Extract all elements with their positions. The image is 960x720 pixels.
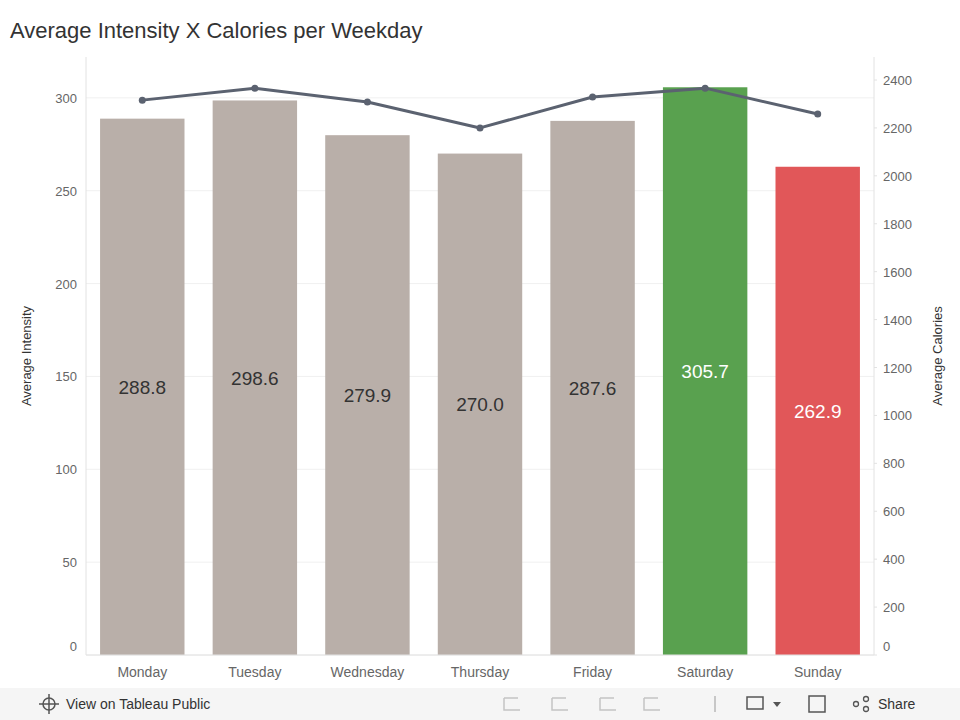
data-labels: 288.8 298.6 279.9 270.0 287.6 305.7 262.9 bbox=[119, 361, 842, 422]
download-button[interactable] bbox=[747, 697, 763, 709]
x-tick-label: Sunday bbox=[794, 664, 841, 680]
line bbox=[142, 88, 817, 128]
line-marker bbox=[477, 124, 484, 131]
y2-tick-label: 1600 bbox=[883, 265, 912, 280]
y2-tick-label: 1400 bbox=[883, 313, 912, 328]
x-tick-label: Saturday bbox=[677, 664, 733, 680]
disabled-button bbox=[600, 698, 616, 710]
icon bbox=[864, 697, 869, 702]
grid-line bbox=[86, 97, 874, 98]
y2-tick-label: 1800 bbox=[883, 217, 912, 232]
y2-axis-title: Average Calories bbox=[930, 306, 945, 406]
y-tick-label: 200 bbox=[55, 277, 77, 292]
y2-tick-label: 1200 bbox=[883, 361, 912, 376]
data-label: 298.6 bbox=[231, 368, 279, 389]
page: Average Intensity X Calories per Weekday… bbox=[0, 0, 960, 720]
y-tick-label: 100 bbox=[55, 462, 77, 477]
y2-tick-label: 400 bbox=[883, 552, 905, 567]
x-tick-label: Thursday bbox=[451, 664, 509, 680]
y2-axis-line bbox=[874, 57, 875, 655]
chart: Average Intensity X Calories per Weekday… bbox=[0, 0, 960, 720]
y2-tick-label: 200 bbox=[883, 600, 905, 615]
data-label: 287.6 bbox=[569, 378, 617, 399]
data-label: 305.7 bbox=[681, 361, 729, 382]
line-marker bbox=[814, 111, 821, 118]
title: Average Intensity X Calories per Weekday bbox=[10, 18, 423, 43]
bar bbox=[213, 100, 297, 655]
y2-tick-label: 800 bbox=[883, 456, 905, 471]
bar bbox=[550, 121, 634, 655]
y2-tick-label: 2400 bbox=[883, 73, 912, 88]
icon bbox=[48, 694, 50, 714]
plot-area bbox=[100, 85, 860, 655]
separator bbox=[715, 696, 716, 712]
disabled-button bbox=[644, 698, 660, 710]
y2-tick-label: 2200 bbox=[883, 121, 912, 136]
y-tick-label: 250 bbox=[55, 184, 77, 199]
y-tick-label: 0 bbox=[70, 639, 77, 654]
y-axis-line bbox=[86, 57, 87, 655]
data-label: 279.9 bbox=[344, 385, 392, 406]
view-link-text[interactable]: View on Tableau Public bbox=[66, 696, 210, 712]
bar bbox=[663, 87, 747, 655]
x-tick-label: Monday bbox=[117, 664, 167, 680]
y-axis-title: Average Intensity bbox=[19, 305, 34, 406]
y2-tick-label: 0 bbox=[883, 639, 890, 654]
bar bbox=[438, 154, 522, 655]
line-marker bbox=[139, 97, 146, 104]
fullscreen-button[interactable] bbox=[809, 696, 825, 712]
line-marker bbox=[702, 85, 709, 92]
grid-line bbox=[86, 655, 874, 656]
dropdown-arrow[interactable] bbox=[773, 702, 781, 707]
y2-tick-label: 1000 bbox=[883, 408, 912, 423]
icon bbox=[864, 707, 869, 712]
bar bbox=[100, 119, 184, 655]
icon bbox=[854, 702, 859, 707]
share-button[interactable]: Share bbox=[854, 696, 916, 712]
y-tick-label: 150 bbox=[55, 369, 77, 384]
x-tick-label: Wednesday bbox=[331, 664, 405, 680]
x-axis-line bbox=[86, 655, 874, 656]
bar bbox=[325, 135, 409, 655]
y2-tick-label: 2000 bbox=[883, 169, 912, 184]
toolbar-icons bbox=[504, 696, 715, 712]
line-marker bbox=[251, 85, 258, 92]
line-marker bbox=[364, 99, 371, 106]
data-label: 288.8 bbox=[119, 377, 167, 398]
line-marker bbox=[589, 94, 596, 101]
share-text[interactable]: Share bbox=[878, 696, 916, 712]
bar bbox=[776, 167, 860, 655]
disabled-button bbox=[504, 698, 520, 710]
data-label: 270.0 bbox=[456, 394, 504, 415]
x-tick-label: Tuesday bbox=[228, 664, 281, 680]
y-tick-label: 300 bbox=[55, 91, 77, 106]
data-label: 262.9 bbox=[794, 401, 842, 422]
view-link[interactable]: View on Tableau Public bbox=[39, 694, 210, 714]
x-tick-label: Friday bbox=[573, 664, 612, 680]
y2-tick-label: 600 bbox=[883, 504, 905, 519]
toolbar bbox=[0, 688, 960, 720]
disabled-button bbox=[552, 698, 568, 710]
y-tick-label: 50 bbox=[63, 555, 77, 570]
